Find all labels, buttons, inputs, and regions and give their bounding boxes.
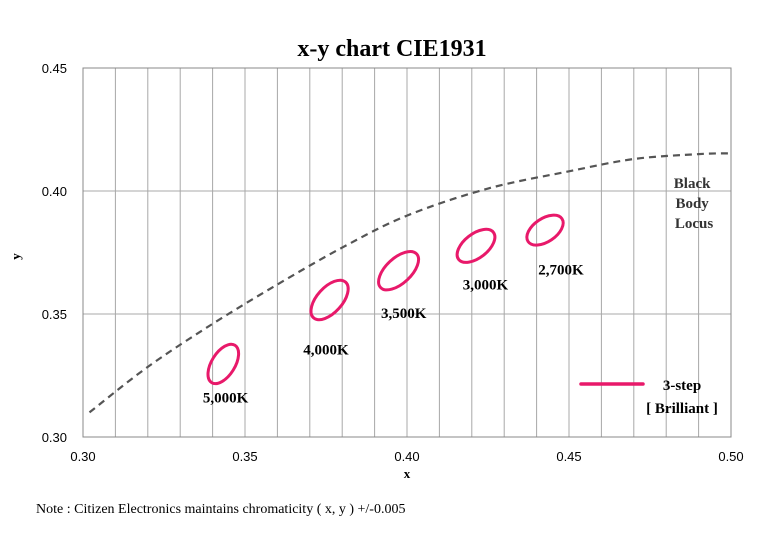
cct-label: 3,500K [381, 306, 427, 322]
cct-ellipse [377, 250, 421, 292]
y-tick-label: 0.45 [42, 61, 67, 76]
cct-label: 3,000K [463, 277, 509, 293]
legend-label: 3-step [663, 378, 701, 394]
cct-ellipses: 5,000K 4,000K 3,500K 3,000K 2,700K [203, 213, 584, 407]
x-tick-label: 0.50 [718, 449, 743, 464]
x-tick-label: 0.40 [394, 449, 419, 464]
legend: 3-step [ Brilliant ] [579, 378, 718, 417]
cct-ellipse [455, 227, 497, 264]
y-tick-label: 0.30 [42, 430, 67, 445]
black-body-locus-label: Black Body Locus [674, 176, 714, 232]
cct-label: 4,000K [303, 343, 349, 359]
grid [83, 68, 731, 437]
y-axis-label: y [8, 253, 23, 260]
x-tick-label: 0.35 [232, 449, 257, 464]
legend-sublabel: [ Brilliant ] [646, 401, 718, 417]
cct-ellipse [206, 342, 241, 386]
x-axis-label: x [404, 466, 411, 481]
y-axis-ticks: 0.30 0.35 0.40 0.45 [42, 61, 67, 445]
locus-label-line: Black [674, 176, 711, 192]
cct-label: 2,700K [538, 263, 584, 279]
y-tick-label: 0.35 [42, 307, 67, 322]
footnote: Note : Citizen Electronics maintains chr… [36, 502, 406, 517]
locus-label-line: Body [675, 196, 709, 212]
plot-area [82, 67, 732, 438]
x-tick-label: 0.30 [70, 449, 95, 464]
x-tick-label: 0.45 [556, 449, 581, 464]
cct-label: 5,000K [203, 391, 249, 407]
cct-ellipse [525, 213, 565, 247]
x-axis-ticks: 0.30 0.35 0.40 0.45 0.50 [70, 449, 743, 464]
cct-ellipse [309, 278, 350, 322]
locus-label-line: Locus [675, 216, 714, 232]
y-tick-label: 0.40 [42, 184, 67, 199]
chart-title: x-y chart CIE1931 [297, 36, 486, 62]
black-body-locus-line [88, 152, 732, 414]
